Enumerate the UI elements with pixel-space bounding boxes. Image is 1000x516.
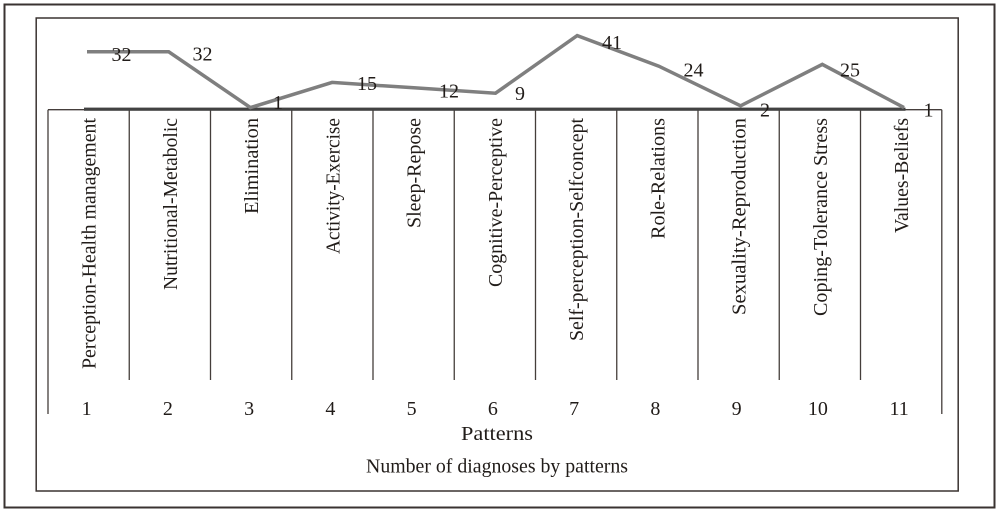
svg-text:Elimination: Elimination: [241, 118, 263, 214]
svg-text:2: 2: [163, 398, 173, 420]
svg-text:1: 1: [924, 100, 934, 122]
svg-text:Self-perception-Selfconcept: Self-perception-Selfconcept: [566, 118, 588, 341]
svg-text:Sexuality-Reproduction: Sexuality-Reproduction: [729, 118, 751, 315]
svg-text:11: 11: [889, 398, 908, 420]
svg-text:Cognitive-Perceptive: Cognitive-Perceptive: [485, 118, 507, 287]
svg-text:Values-Beliefs: Values-Beliefs: [891, 118, 913, 233]
svg-text:3: 3: [244, 398, 254, 420]
svg-text:2: 2: [760, 100, 770, 122]
svg-text:25: 25: [840, 60, 860, 82]
svg-text:9: 9: [732, 398, 742, 420]
svg-text:9: 9: [515, 83, 525, 105]
svg-text:12: 12: [439, 81, 459, 103]
svg-text:4: 4: [325, 398, 335, 420]
svg-text:Patterns: Patterns: [461, 423, 533, 445]
svg-text:6: 6: [488, 398, 498, 420]
svg-text:1: 1: [273, 92, 283, 114]
svg-text:7: 7: [569, 398, 579, 420]
svg-text:Sleep-Repose: Sleep-Repose: [404, 118, 426, 228]
svg-text:8: 8: [650, 398, 660, 420]
svg-text:1: 1: [82, 398, 92, 420]
svg-text:32: 32: [193, 44, 213, 66]
svg-text:Activity-Exercise: Activity-Exercise: [322, 118, 344, 254]
svg-text:5: 5: [407, 398, 417, 420]
svg-text:32: 32: [112, 44, 132, 66]
svg-text:Number of diagnoses by pattern: Number of diagnoses by patterns: [366, 456, 628, 478]
svg-text:Perception-Health management: Perception-Health management: [79, 118, 101, 369]
svg-text:Nutritional-Metabolic: Nutritional-Metabolic: [160, 118, 182, 290]
svg-text:15: 15: [357, 73, 377, 95]
svg-text:24: 24: [684, 60, 704, 82]
svg-text:Role-Relations: Role-Relations: [647, 118, 669, 239]
svg-text:41: 41: [602, 32, 622, 54]
svg-text:10: 10: [808, 398, 828, 420]
svg-text:Coping-Tolerance Stress: Coping-Tolerance Stress: [810, 118, 832, 316]
